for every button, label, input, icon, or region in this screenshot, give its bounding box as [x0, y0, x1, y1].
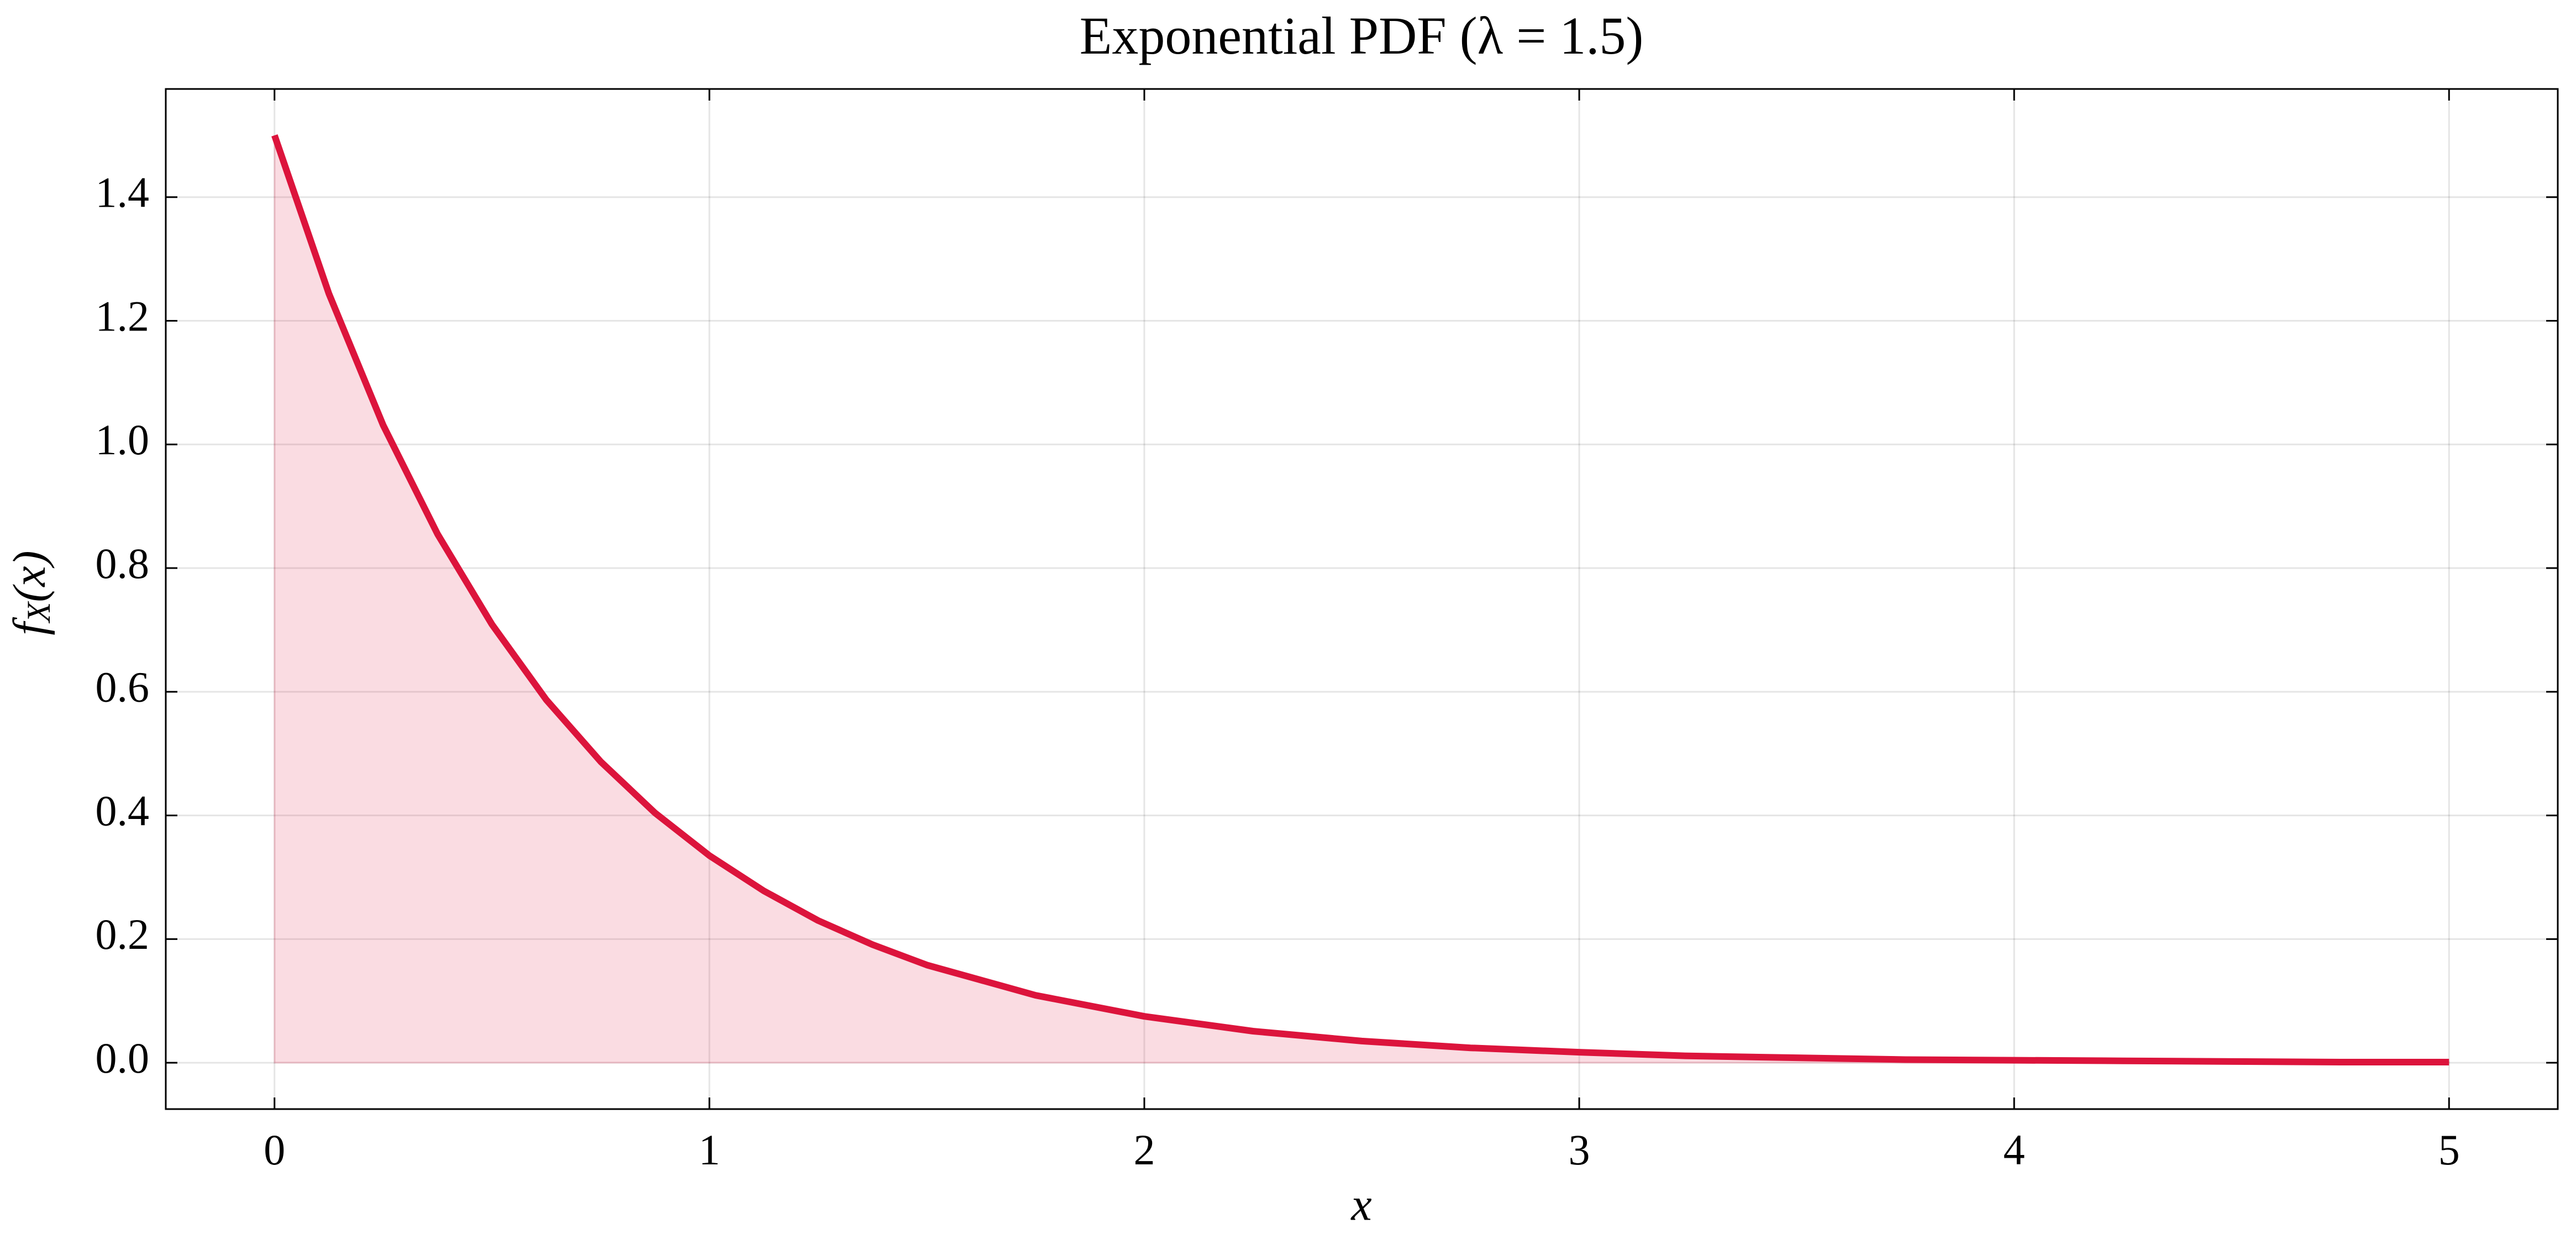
line: [271, 134, 2449, 1065]
y-axis-label: fX(x): [4, 550, 56, 635]
x-tick-label: 5: [2438, 1126, 2460, 1174]
plot-frame: [165, 88, 2559, 1110]
y-tick-label: 1.0: [96, 416, 150, 464]
y-tick-label: 0.2: [96, 910, 150, 958]
y-tick-label: 1.4: [96, 169, 150, 217]
y-tick-label: 0.6: [96, 663, 150, 711]
x-tick-label: 1: [698, 1126, 720, 1174]
y-tick-label: 0.0: [96, 1034, 150, 1082]
y-tick-label: 1.2: [96, 292, 150, 340]
x-tick-label: 2: [1133, 1126, 1155, 1174]
x-axis-label: x: [1350, 1179, 1371, 1230]
y-tick-label: 0.8: [96, 539, 150, 587]
chart-title: Exponential PDF (λ = 1.5): [1080, 6, 1644, 65]
x-tick-label: 4: [2004, 1126, 2025, 1174]
x-tick-label: 0: [264, 1126, 285, 1174]
y-tick-label: 0.4: [96, 786, 150, 834]
x-tick-label: 3: [1569, 1126, 1590, 1174]
